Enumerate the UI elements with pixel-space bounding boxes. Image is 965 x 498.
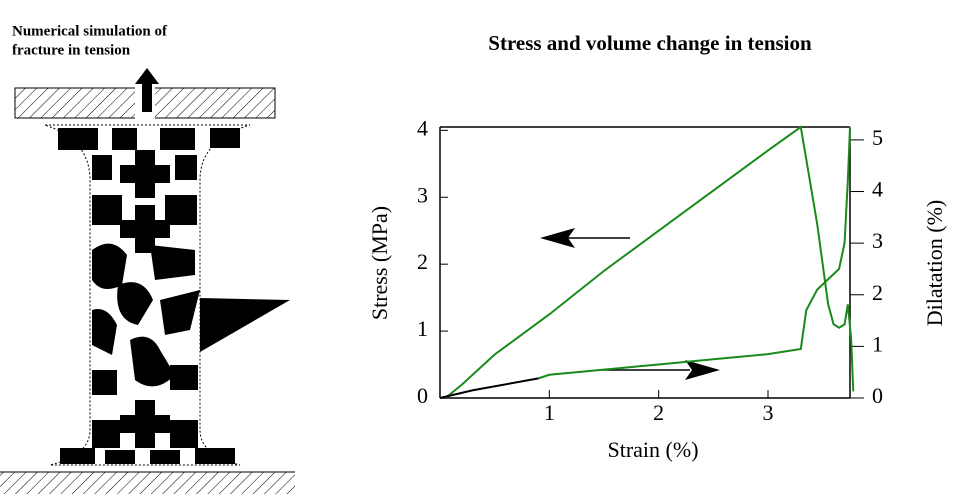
x-tick-label: 3 — [763, 400, 774, 425]
data-line — [538, 127, 850, 378]
y2-tick-label: 1 — [872, 331, 883, 356]
data-line — [440, 378, 538, 398]
y2-tick-label: 2 — [872, 280, 883, 305]
x-tick-label: 2 — [653, 400, 664, 425]
figure: Numerical simulation of fracture in tens… — [0, 0, 965, 498]
y-tick-label: 4 — [417, 115, 428, 140]
y2-tick-label: 0 — [872, 383, 883, 408]
x-axis-label: Strain (%) — [607, 437, 698, 462]
chart-title: Stress and volume change in tension — [488, 31, 812, 55]
specimen-illustration: Numerical simulation of fracture in tens… — [0, 23, 295, 494]
y-tick-label: 2 — [417, 249, 428, 274]
y-tick-label: 0 — [417, 383, 428, 408]
y-tick-label: 3 — [417, 182, 428, 207]
y-axis-label: Stress (MPa) — [367, 206, 392, 320]
data-line — [445, 127, 853, 398]
y2-tick-label: 5 — [872, 125, 883, 150]
illustration-title: fracture in tension — [12, 42, 131, 58]
y2-tick-label: 3 — [872, 228, 883, 253]
ground — [0, 472, 295, 494]
illustration-title: Numerical simulation of — [12, 23, 168, 39]
y2-axis-label: Dilatation (%) — [922, 200, 947, 326]
y2-tick-label: 4 — [872, 177, 883, 202]
y-tick-label: 1 — [417, 316, 428, 341]
x-tick-label: 1 — [544, 400, 555, 425]
